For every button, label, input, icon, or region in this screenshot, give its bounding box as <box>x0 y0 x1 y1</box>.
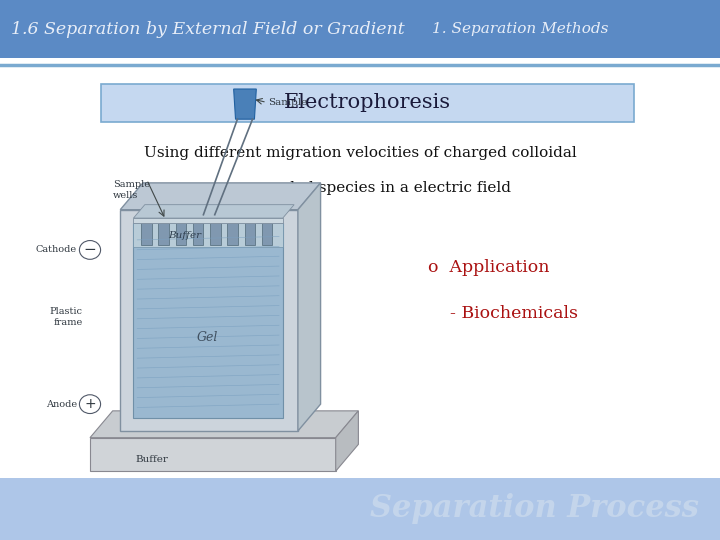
Text: Plastic
frame: Plastic frame <box>50 307 83 327</box>
Text: Sample: Sample <box>268 98 307 107</box>
Polygon shape <box>228 223 238 245</box>
FancyBboxPatch shape <box>0 478 720 540</box>
FancyBboxPatch shape <box>101 84 634 122</box>
Text: Gel: Gel <box>197 330 218 343</box>
Polygon shape <box>133 205 294 218</box>
Text: −: − <box>84 242 96 258</box>
Polygon shape <box>233 89 256 119</box>
Text: Using different migration velocities of charged colloidal: Using different migration velocities of … <box>143 146 577 160</box>
Text: Buffer: Buffer <box>135 455 168 464</box>
Text: 1. Separation Methods: 1. Separation Methods <box>432 22 608 36</box>
Polygon shape <box>245 223 255 245</box>
Polygon shape <box>133 223 283 247</box>
Text: Electrophoresis: Electrophoresis <box>284 93 451 112</box>
Text: - Biochemicals: - Biochemicals <box>428 305 578 322</box>
Text: +: + <box>84 397 96 411</box>
Circle shape <box>79 240 101 259</box>
Text: Anode: Anode <box>45 400 77 409</box>
Polygon shape <box>133 218 283 223</box>
Polygon shape <box>120 210 298 431</box>
Text: Buffer: Buffer <box>168 231 201 240</box>
Circle shape <box>79 395 101 414</box>
Polygon shape <box>90 437 336 471</box>
Text: or suspended species in a electric field: or suspended species in a electric field <box>210 181 510 195</box>
Polygon shape <box>193 223 203 245</box>
FancyBboxPatch shape <box>0 0 720 58</box>
Polygon shape <box>141 223 152 245</box>
Polygon shape <box>262 223 272 245</box>
Polygon shape <box>210 223 220 245</box>
Text: Separation Process: Separation Process <box>369 494 698 524</box>
Text: 1.6 Separation by External Field or Gradient: 1.6 Separation by External Field or Grad… <box>11 21 405 38</box>
Polygon shape <box>158 223 169 245</box>
Polygon shape <box>133 223 283 417</box>
Polygon shape <box>176 223 186 245</box>
Polygon shape <box>336 411 359 471</box>
Text: Sample
wells: Sample wells <box>113 179 150 200</box>
Polygon shape <box>298 183 320 431</box>
Polygon shape <box>90 411 359 437</box>
Polygon shape <box>120 183 320 210</box>
Text: Cathode: Cathode <box>36 246 77 254</box>
Text: o  Application: o Application <box>428 259 550 276</box>
